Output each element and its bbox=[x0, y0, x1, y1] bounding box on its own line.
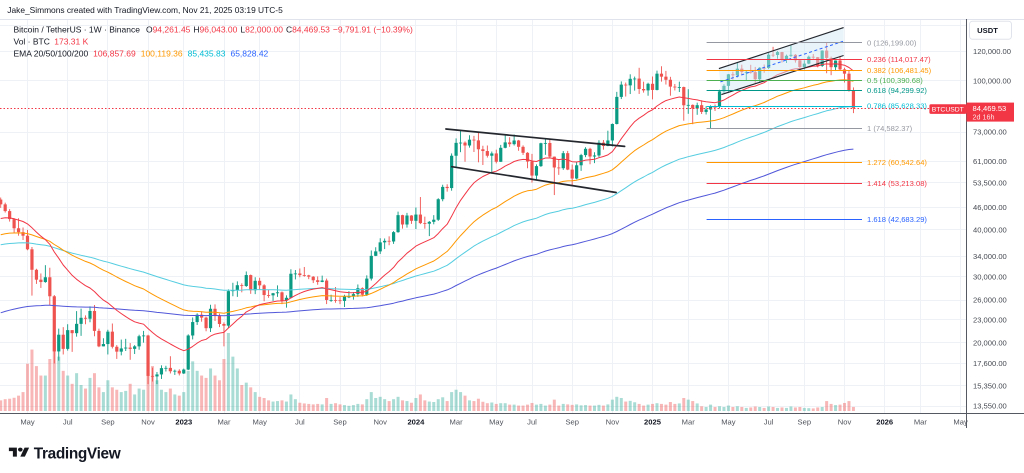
svg-text:Jul: Jul bbox=[764, 418, 774, 427]
svg-text:Nov: Nov bbox=[606, 418, 620, 427]
svg-text:Sep: Sep bbox=[101, 418, 115, 427]
svg-text:0.382 (106,481.45): 0.382 (106,481.45) bbox=[867, 66, 932, 75]
svg-text:0.236 (114,017.47): 0.236 (114,017.47) bbox=[867, 55, 931, 64]
svg-text:Jul: Jul bbox=[295, 418, 305, 427]
svg-text:Sep: Sep bbox=[798, 418, 812, 427]
svg-text:120,000.00: 120,000.00 bbox=[973, 47, 1011, 56]
svg-text:Nov: Nov bbox=[373, 418, 387, 427]
svg-text:Mar: Mar bbox=[682, 418, 696, 427]
svg-text:Jul: Jul bbox=[527, 418, 537, 427]
svg-text:13,550.00: 13,550.00 bbox=[973, 402, 1007, 411]
svg-text:0.5 (100,390.68): 0.5 (100,390.68) bbox=[867, 76, 923, 85]
svg-text:23,000.00: 23,000.00 bbox=[973, 316, 1007, 325]
svg-text:30,000.00: 30,000.00 bbox=[973, 272, 1007, 281]
svg-text:2023: 2023 bbox=[175, 418, 192, 427]
svg-text:May: May bbox=[489, 418, 504, 427]
svg-text:May: May bbox=[20, 418, 35, 427]
svg-text:1.618 (42,683.29): 1.618 (42,683.29) bbox=[867, 215, 927, 224]
svg-text:61,000.00: 61,000.00 bbox=[973, 157, 1007, 166]
svg-text:Vol · BTC 173.31 K: Vol · BTC 173.31 K bbox=[14, 36, 89, 46]
svg-text:2d 16h: 2d 16h bbox=[973, 113, 995, 122]
svg-text:May: May bbox=[953, 418, 968, 427]
svg-text:1 (74,582.37): 1 (74,582.37) bbox=[867, 124, 913, 133]
svg-text:40,000.00: 40,000.00 bbox=[973, 226, 1007, 235]
svg-text:73,000.00: 73,000.00 bbox=[973, 128, 1007, 137]
svg-text:2026: 2026 bbox=[876, 418, 893, 427]
svg-text:2024: 2024 bbox=[407, 418, 425, 427]
svg-text:Jul: Jul bbox=[63, 418, 73, 427]
svg-text:May: May bbox=[721, 418, 736, 427]
svg-text:TradingView: TradingView bbox=[34, 445, 121, 462]
svg-text:Mar: Mar bbox=[217, 418, 231, 427]
svg-text:84,469.53: 84,469.53 bbox=[973, 104, 1007, 113]
svg-text:0.618 (94,299.92): 0.618 (94,299.92) bbox=[867, 86, 927, 95]
svg-text:15,350.00: 15,350.00 bbox=[973, 381, 1007, 390]
svg-text:0.786 (85,628.33): 0.786 (85,628.33) bbox=[867, 102, 927, 111]
svg-text:26,000.00: 26,000.00 bbox=[973, 296, 1007, 305]
svg-text:0 (126,199.00): 0 (126,199.00) bbox=[867, 39, 917, 48]
svg-text:46,000.00: 46,000.00 bbox=[973, 203, 1007, 212]
svg-text:2025: 2025 bbox=[644, 418, 662, 427]
svg-text:17,600.00: 17,600.00 bbox=[973, 359, 1007, 368]
svg-text:Bitcoin / TetherUS · 1W · Bina: Bitcoin / TetherUS · 1W · Binance O94,261… bbox=[14, 24, 413, 34]
svg-text:Nov: Nov bbox=[141, 418, 155, 427]
svg-text:Jake_Simmons created with Trad: Jake_Simmons created with TradingView.co… bbox=[7, 5, 283, 15]
svg-text:Sep: Sep bbox=[333, 418, 347, 427]
svg-text:Mar: Mar bbox=[914, 418, 928, 427]
svg-text:20,000.00: 20,000.00 bbox=[973, 338, 1007, 347]
svg-text:100,000.00: 100,000.00 bbox=[973, 77, 1011, 86]
svg-text:Sep: Sep bbox=[565, 418, 579, 427]
svg-text:1.272 (60,542.64): 1.272 (60,542.64) bbox=[867, 158, 927, 167]
svg-text:BTCUSDT: BTCUSDT bbox=[932, 106, 964, 113]
svg-text:53,500.00: 53,500.00 bbox=[973, 178, 1007, 187]
svg-text:May: May bbox=[253, 418, 268, 427]
svg-text:Nov: Nov bbox=[838, 418, 852, 427]
svg-text:USDT: USDT bbox=[977, 26, 998, 35]
svg-text:Mar: Mar bbox=[450, 418, 464, 427]
svg-text:1.414 (53,213.08): 1.414 (53,213.08) bbox=[867, 179, 927, 188]
svg-text:34,000.00: 34,000.00 bbox=[973, 252, 1007, 261]
